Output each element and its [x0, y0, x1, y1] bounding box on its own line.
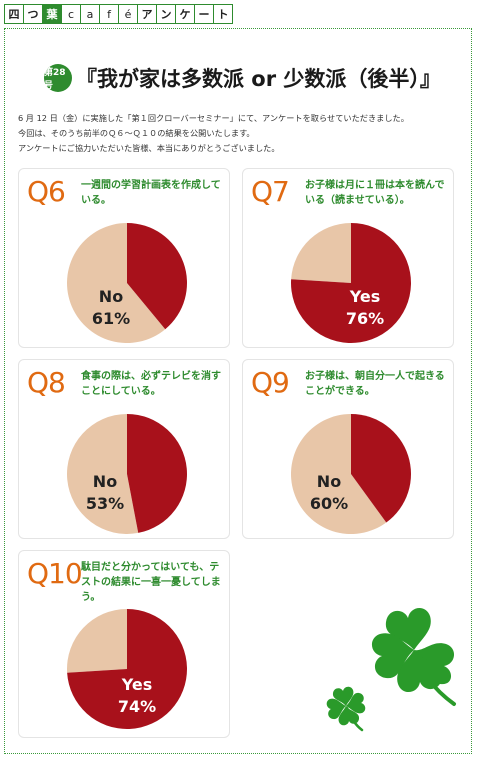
pie-slice-beige	[67, 414, 139, 534]
intro-line: 6 月 12 日（金）に実施した「第１回クローバーセミナー」にて、アンケートを取…	[18, 113, 409, 123]
question-text: 一週間の学習計画表を作成している。	[81, 180, 221, 206]
header-cell: ン	[156, 4, 176, 24]
question-card-q8: Q8 食事の際は、必ずテレビを消すことにしている。 No 53%	[18, 359, 230, 539]
question-card-q9: Q9 お子様は、朝自分一人で起きることができる。 No 60%	[242, 359, 454, 539]
pie-answer-label: Yes	[349, 287, 381, 306]
header-cell: f	[99, 4, 119, 24]
pie-answer-label: No	[92, 472, 118, 491]
page-title: 『我が家は多数派 or 少数派（後半）』	[76, 67, 441, 91]
header-cell: é	[118, 4, 138, 24]
page-frame	[4, 28, 472, 754]
question-card-q6: Q6 一週間の学習計画表を作成している。 No 61%	[18, 168, 230, 348]
pie-slice-beige	[291, 414, 387, 534]
intro-text: 6 月 12 日（金）に実施した「第１回クローバーセミナー」にて、アンケートを取…	[18, 111, 468, 156]
question-text: お子様は、朝自分一人で起きることができる。	[305, 371, 445, 397]
pie-slice-beige	[291, 223, 351, 283]
pie-answer-label: Yes	[121, 675, 153, 694]
pie-slice-red	[351, 414, 412, 523]
pie-chart	[67, 223, 188, 343]
pie-answer-label: No	[316, 472, 342, 491]
issue-badge: 第28号	[44, 64, 72, 92]
pie-chart	[291, 223, 411, 343]
header-cell: つ	[23, 4, 43, 24]
header-cell: c	[61, 4, 81, 24]
large-clover-icon	[372, 607, 456, 706]
intro-line: 今回は、そのうち前半のＱ６～Ｑ１０の結果を公開いたします。	[18, 128, 255, 138]
question-card-q10: Q10 駄目だと分かってはいても、テストの結果に一喜一憂してしまう。 Yes 7…	[18, 550, 230, 738]
question-text: 駄目だと分かってはいても、テストの結果に一喜一憂してしまう。	[81, 562, 221, 603]
pie-slice-red	[127, 223, 188, 330]
header-strip: 四 つ 葉 c a f é ア ン ケ ー ト	[4, 4, 233, 26]
header-cell: ト	[213, 4, 233, 24]
question-number: Q10	[27, 557, 83, 590]
pie-chart	[67, 414, 188, 534]
header-cell: ー	[194, 4, 214, 24]
header-cell: 四	[4, 4, 24, 24]
question-number: Q6	[27, 175, 66, 208]
pie-slice-beige	[67, 223, 166, 343]
question-number: Q7	[251, 175, 290, 208]
pie-percent-label: 74%	[117, 697, 157, 716]
header-cell: ケ	[175, 4, 195, 24]
pie-answer-label: No	[98, 287, 124, 306]
pie-percent-label: 61%	[91, 309, 131, 328]
pie-chart	[67, 609, 187, 729]
question-text: お子様は月に１冊は本を読んでいる（読ませている）。	[305, 180, 445, 206]
header-cell: ア	[137, 4, 157, 24]
question-text: 食事の際は、必ずテレビを消すことにしている。	[81, 371, 221, 397]
question-number: Q8	[27, 366, 66, 399]
small-clover-icon	[326, 686, 366, 732]
pie-percent-label: 60%	[309, 494, 349, 513]
intro-line: アンケートにご協力いただいた皆様、本当にありがとうございました。	[18, 143, 280, 153]
question-number: Q9	[251, 366, 290, 399]
header-cell: a	[80, 4, 100, 24]
pie-percent-label: 53%	[85, 494, 125, 513]
question-card-q7: Q7 お子様は月に１冊は本を読んでいる（読ませている）。 Yes 76%	[242, 168, 454, 348]
pie-slice-red	[291, 223, 411, 343]
pie-chart	[291, 414, 412, 534]
pie-slice-red	[67, 609, 187, 729]
pie-slice-red	[127, 414, 188, 533]
header-cell: 葉	[42, 4, 62, 24]
pie-slice-beige	[67, 609, 127, 673]
pie-percent-label: 76%	[345, 309, 385, 328]
